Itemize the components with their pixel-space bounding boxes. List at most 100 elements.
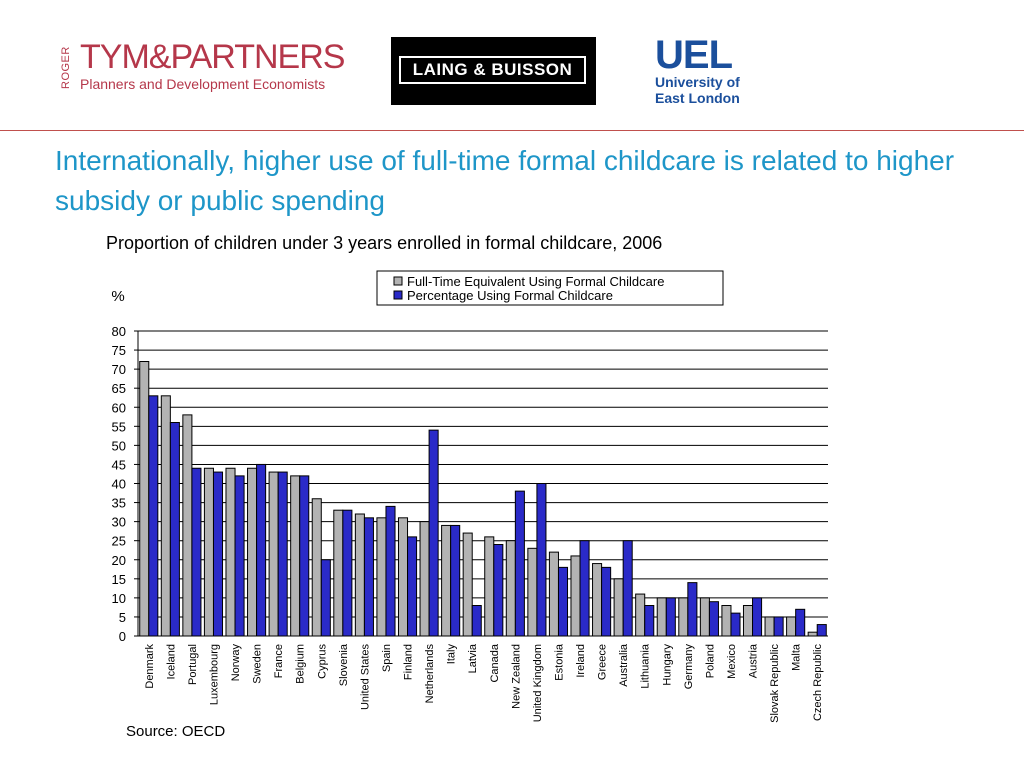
y-tick-label: 65 [112, 381, 126, 396]
bar-full-time-equivalent [290, 475, 301, 637]
bar-percentage-using [493, 544, 504, 637]
uel-logo-line1: University of [655, 74, 740, 90]
x-tick-label: Netherlands [424, 644, 436, 704]
y-tick-label: 40 [112, 477, 126, 492]
bar-percentage-using [234, 475, 245, 637]
x-tick-label: France [273, 644, 285, 678]
bar-full-time-equivalent [548, 551, 559, 637]
bar-percentage-using [579, 540, 590, 637]
x-tick-label: Spain [381, 644, 393, 672]
x-tick-label: Estonia [553, 643, 565, 681]
x-tick-label: Finland [403, 644, 415, 680]
bar-full-time-equivalent [786, 616, 797, 637]
x-tick-label: Iceland [165, 644, 177, 679]
bar-full-time-equivalent [505, 540, 516, 637]
bar-percentage-using [320, 559, 331, 637]
bar-percentage-using [212, 471, 224, 637]
x-tick-label: Luxembourg [208, 644, 220, 705]
logo-sub-text: Planners and Development Economists [80, 76, 326, 92]
x-tick-label: Italy [446, 644, 458, 665]
bar-percentage-using [514, 490, 525, 637]
bar-full-time-equivalent [462, 532, 473, 637]
source-note: Source: OECD [126, 723, 226, 740]
bar-full-time-equivalent [635, 593, 646, 637]
bar-full-time-equivalent [721, 605, 732, 637]
bar-full-time-equivalent [613, 578, 624, 637]
y-tick-label: 75 [112, 343, 126, 358]
bar-full-time-equivalent [247, 467, 258, 637]
bar-percentage-using [795, 608, 806, 637]
bar-percentage-using [730, 612, 741, 637]
bar-percentage-using [773, 616, 784, 637]
x-tick-label: Czech Republic [812, 644, 824, 722]
bar-full-time-equivalent [333, 509, 344, 637]
laing-buisson-logo: LAING & BUISSON [391, 37, 596, 105]
bar-full-time-equivalent [268, 471, 279, 637]
uel-logo-line2: East London [655, 90, 740, 106]
y-tick-label: 70 [112, 362, 126, 377]
bar-percentage-using [601, 566, 612, 637]
x-tick-label: Poland [704, 644, 716, 678]
x-tick-label: United States [359, 644, 371, 711]
y-tick-label: 60 [112, 400, 126, 415]
x-tick-label: Greece [597, 644, 609, 680]
y-axis-label: % [111, 288, 124, 305]
x-tick-label: Hungary [661, 644, 673, 686]
bar-full-time-equivalent [397, 517, 409, 637]
bar-full-time-equivalent [419, 521, 430, 637]
bar-full-time-equivalent [441, 524, 452, 637]
x-tick-label: Portugal [187, 644, 199, 685]
x-tick-label: Sweden [252, 644, 264, 684]
bar-percentage-using [536, 483, 547, 637]
bar-full-time-equivalent [160, 395, 171, 637]
y-tick-label: 45 [112, 457, 126, 472]
bar-full-time-equivalent [742, 605, 754, 637]
bar-percentage-using [385, 505, 396, 637]
bar-percentage-using [665, 597, 676, 637]
bar-full-time-equivalent [699, 597, 710, 637]
x-tick-label: Canada [489, 643, 501, 682]
laing-buisson-logo-text: LAING & BUISSON [399, 56, 586, 84]
bar-percentage-using [148, 395, 159, 637]
bar-full-time-equivalent [678, 597, 689, 637]
legend-box [376, 270, 724, 306]
x-tick-label: Slovenia [338, 643, 350, 686]
bar-percentage-using [407, 536, 418, 637]
bar-percentage-using [191, 467, 202, 637]
header-divider [0, 130, 1024, 131]
x-tick-label: United Kingdom [532, 644, 544, 722]
y-tick-label: 80 [112, 324, 126, 339]
x-tick-label: Austria [748, 643, 760, 678]
y-tick-label: 55 [112, 419, 126, 434]
y-tick-label: 35 [112, 496, 126, 511]
bar-full-time-equivalent [570, 555, 581, 637]
legend-swatch [393, 290, 403, 300]
bar-full-time-equivalent [182, 414, 193, 637]
x-tick-label: Cyprus [316, 644, 328, 679]
x-tick-label: Denmark [144, 644, 156, 689]
bar-full-time-equivalent [203, 467, 214, 637]
bar-percentage-using [644, 605, 655, 637]
bar-full-time-equivalent [527, 547, 538, 637]
legend-label: Percentage Using Formal Childcare [407, 288, 613, 303]
bar-percentage-using [342, 509, 353, 637]
bar-percentage-using [299, 475, 310, 637]
y-tick-label: 5 [119, 610, 126, 625]
bar-full-time-equivalent [311, 498, 322, 637]
x-tick-label: New Zealand [510, 644, 522, 709]
bar-full-time-equivalent [139, 361, 150, 637]
y-tick-label: 50 [112, 438, 126, 453]
y-tick-label: 25 [112, 534, 126, 549]
bar-percentage-using [752, 597, 763, 637]
x-tick-label: Germany [683, 644, 695, 690]
bar-percentage-using [277, 471, 288, 637]
bar-percentage-using [471, 605, 482, 637]
x-tick-label: Australia [618, 643, 630, 687]
bar-percentage-using [169, 422, 180, 637]
bar-full-time-equivalent [656, 597, 667, 637]
bar-full-time-equivalent [225, 467, 236, 637]
bar-percentage-using [363, 517, 374, 637]
bar-full-time-equivalent [807, 631, 818, 637]
bar-percentage-using [450, 524, 461, 637]
